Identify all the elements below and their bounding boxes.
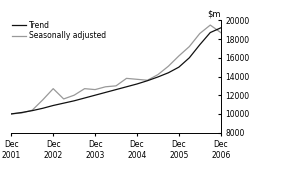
Trend <box>41 107 44 109</box>
Seasonally adjusted <box>146 79 149 81</box>
Trend <box>72 100 76 102</box>
Seasonally adjusted <box>125 77 128 79</box>
Seasonally adjusted <box>10 113 13 115</box>
Trend <box>188 57 191 59</box>
Seasonally adjusted <box>31 109 34 111</box>
Seasonally adjusted <box>104 86 107 88</box>
Trend <box>10 113 13 115</box>
Line: Trend: Trend <box>11 28 221 114</box>
Seasonally adjusted <box>167 65 170 67</box>
Trend <box>62 102 65 104</box>
Seasonally adjusted <box>52 88 55 90</box>
Trend <box>52 104 55 106</box>
Trend <box>104 91 107 94</box>
Trend <box>167 72 170 74</box>
Seasonally adjusted <box>114 85 118 87</box>
Seasonally adjusted <box>156 74 160 76</box>
Seasonally adjusted <box>20 112 23 114</box>
Trend <box>146 80 149 82</box>
Legend: Trend, Seasonally adjusted: Trend, Seasonally adjusted <box>12 21 106 40</box>
Trend <box>156 76 160 78</box>
Seasonally adjusted <box>62 98 65 100</box>
Line: Seasonally adjusted: Seasonally adjusted <box>11 25 221 114</box>
Seasonally adjusted <box>198 32 201 35</box>
Seasonally adjusted <box>93 89 97 91</box>
Trend <box>114 89 118 91</box>
Trend <box>125 86 128 88</box>
Trend <box>20 112 23 114</box>
Trend <box>93 94 97 96</box>
Trend <box>198 44 201 46</box>
Trend <box>177 66 181 68</box>
Trend <box>31 110 34 112</box>
Seasonally adjusted <box>41 99 44 101</box>
Seasonally adjusted <box>219 32 222 34</box>
Seasonally adjusted <box>177 55 181 57</box>
Text: $m: $m <box>207 9 221 18</box>
Seasonally adjusted <box>188 46 191 48</box>
Trend <box>135 83 139 85</box>
Trend <box>219 27 222 29</box>
Seasonally adjusted <box>135 78 139 80</box>
Seasonally adjusted <box>209 24 212 26</box>
Trend <box>209 32 212 34</box>
Seasonally adjusted <box>72 94 76 96</box>
Trend <box>83 97 86 99</box>
Seasonally adjusted <box>83 88 86 90</box>
